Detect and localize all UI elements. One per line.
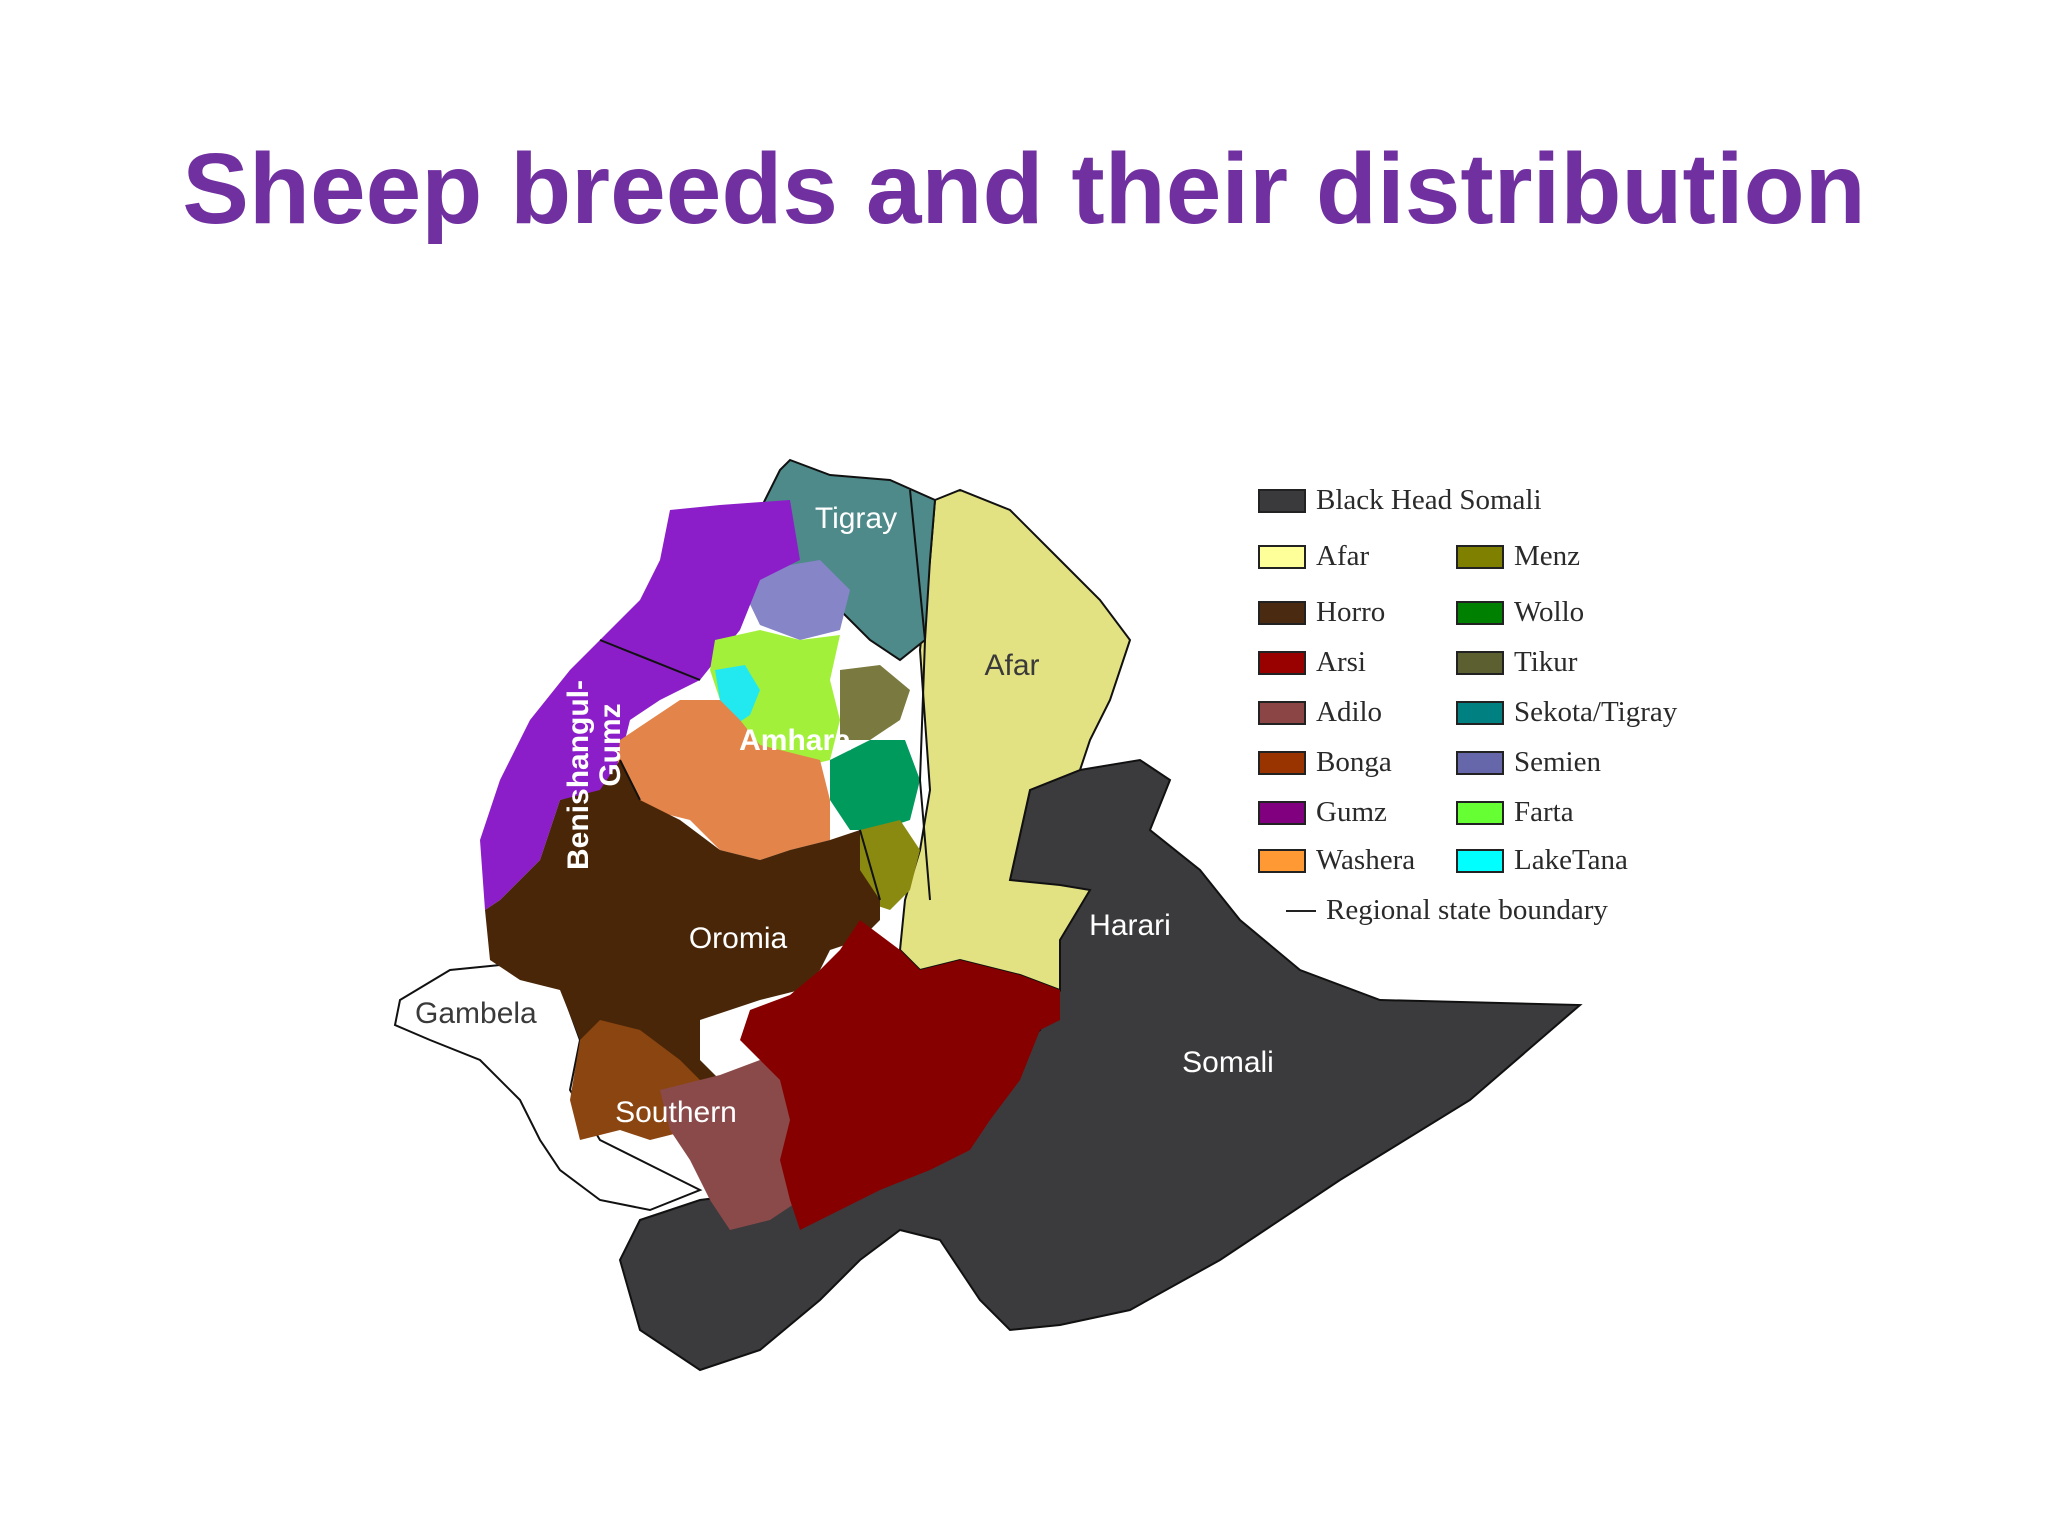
region-label-amhara: Amhara [739,724,851,757]
region-washera [615,700,830,860]
region-wollo [830,740,920,830]
legend-item-menz: Menz [1456,540,1580,573]
region-label-gumz: Gumz [594,703,627,786]
legend-label: Sekota/Tigray [1514,696,1678,728]
region-afar [898,488,1132,992]
legend-swatch [1258,800,1306,825]
legend-item-black-head-somali: Black Head Somali [1258,484,1542,517]
legend-label: Farta [1514,796,1574,828]
legend-item-wollo: Wollo [1456,596,1584,629]
legend-label: Washera [1316,844,1416,876]
legend-item-semien: Semien [1456,746,1601,779]
region-label-oromia: Oromia [689,922,788,955]
legend-swatch [1258,600,1306,625]
legend-item-adilo: Adilo [1258,696,1382,729]
legend-swatch [1456,544,1504,569]
legend-swatch [1258,650,1306,675]
legend-label: Horro [1316,596,1386,628]
legend-item-sekota-tigray: Sekota/Tigray [1456,696,1677,729]
legend-label: Semien [1514,746,1601,778]
region-label-somali: Somali [1182,1046,1274,1079]
legend-swatch [1456,700,1504,725]
region-arsi [740,920,1060,1230]
region-gumz [480,500,800,910]
region-label-afar: Afar [984,649,1039,682]
slide-title: Sheep breeds and their distribution [182,133,1866,245]
legend-item-tikur: Tikur [1456,646,1577,679]
region-label-southern: Southern [615,1096,737,1129]
legend-swatch [1258,700,1306,725]
region-label-tigray: Tigray [815,502,897,535]
legend-item-washera: Washera [1258,844,1415,877]
legend-label: Tikur [1514,646,1578,678]
legend-item-bonga: Bonga [1258,746,1392,779]
legend-item-farta: Farta [1456,796,1574,829]
region-label-gambela: Gambela [415,997,537,1030]
legend-label: Regional state boundary [1326,894,1608,926]
region-tikur [840,665,910,740]
legend-label: Menz [1514,540,1581,572]
legend-label: Gumz [1316,796,1387,828]
region-label-benishangul: Benishangul- [562,680,595,870]
region-adilo [660,1060,800,1230]
boundary-line-icon [1286,909,1316,912]
legend-label: Bonga [1316,746,1392,778]
map-legend: Black Head Somali Afar Menz Horro Wollo … [1258,472,1778,932]
regional-state-boundary [599,489,931,901]
legend-label: Adilo [1316,696,1383,728]
legend-item-laketana: LakeTana [1456,844,1628,877]
legend-swatch [1456,600,1504,625]
region-farta [710,630,840,770]
legend-swatch [1456,800,1504,825]
legend-swatch [1258,848,1306,873]
legend-item-boundary: Regional state boundary [1286,894,1608,927]
legend-label: Black Head Somali [1316,484,1542,516]
legend-label: LakeTana [1514,844,1628,876]
legend-swatch [1456,848,1504,873]
legend-label: Afar [1316,540,1370,572]
legend-swatch [1258,544,1306,569]
region-oromia [485,760,880,1140]
region-label-harari: Harari [1089,909,1171,942]
legend-label: Arsi [1316,646,1366,678]
legend-label: Wollo [1514,596,1585,628]
legend-item-horro: Horro [1258,596,1385,629]
legend-swatch [1258,488,1306,513]
legend-swatch [1456,750,1504,775]
legend-item-afar: Afar [1258,540,1369,573]
region-semien [748,560,850,640]
legend-item-arsi: Arsi [1258,646,1366,679]
legend-item-gumz: Gumz [1258,796,1387,829]
legend-swatch [1456,650,1504,675]
legend-swatch [1258,750,1306,775]
